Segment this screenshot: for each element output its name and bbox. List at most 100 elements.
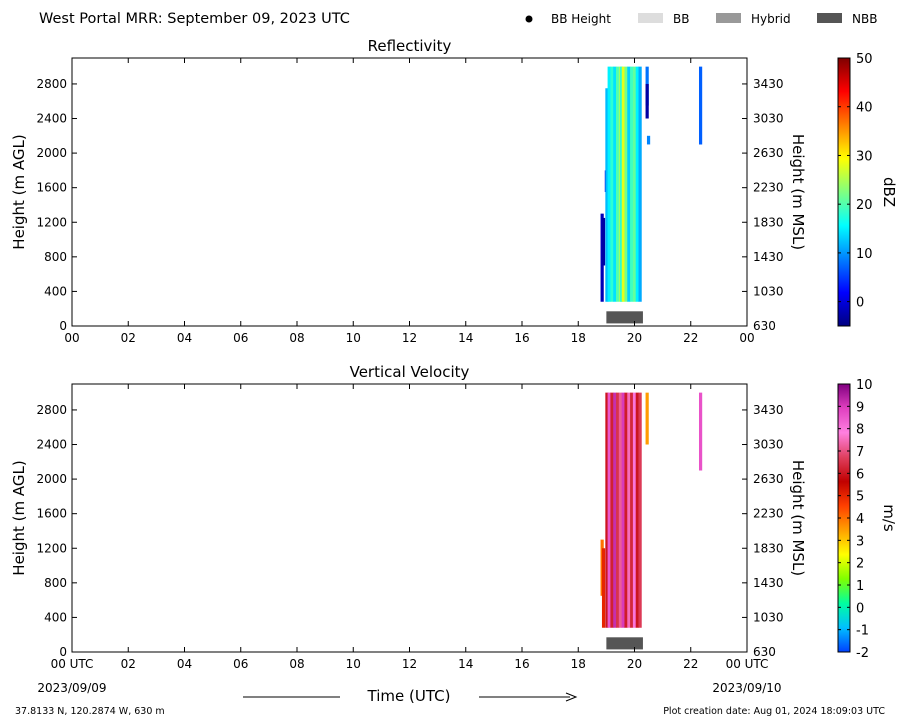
x-tick-label: 12 — [402, 657, 417, 671]
legend-swatch — [716, 13, 741, 23]
y-tick-label-right: 1830 — [753, 215, 784, 229]
y-tick-label-right: 630 — [753, 645, 776, 659]
x-tick-label: 10 — [346, 331, 361, 345]
creation-date-label: Plot creation date: Aug 01, 2024 18:09:0… — [663, 706, 885, 717]
colorbar-tick-label: 5 — [856, 490, 864, 505]
y-tick-label: 400 — [44, 610, 67, 624]
x-tick-label: 20 — [627, 331, 642, 345]
x-tick-label: 00 UTC — [726, 657, 769, 671]
colorbar-tick-label: 40 — [856, 101, 873, 116]
colorbar-tick-label: 4 — [856, 512, 864, 527]
x-tick-label: 08 — [289, 657, 304, 671]
y-axis-label-right: Height (m MSL) — [789, 460, 807, 576]
colorbar-tick-label: 8 — [856, 423, 864, 438]
y-tick-label-right: 3030 — [753, 438, 784, 452]
x-tick-label: 00 UTC — [51, 657, 94, 671]
x-tick-label: 16 — [514, 331, 529, 345]
y-tick-label-right: 1030 — [753, 284, 784, 298]
colorbar-tick-label: 0 — [856, 601, 864, 616]
precip-type-bar — [606, 311, 643, 324]
y-tick-label: 2000 — [36, 146, 67, 160]
x-tick-label: 00 — [64, 331, 79, 345]
x-tick-label: 00 — [739, 331, 754, 345]
colorbar-tick-label: 6 — [856, 467, 864, 482]
y-tick-label: 2400 — [36, 438, 67, 452]
y-tick-label-right: 2630 — [753, 146, 784, 160]
start-date-label: 2023/09/09 — [37, 681, 106, 695]
colorbar-tick-label: 2 — [856, 557, 864, 572]
legend-swatch — [817, 13, 842, 23]
x-axis-label: Time (UTC) — [367, 687, 451, 705]
y-axis-label: Height (m AGL) — [10, 134, 28, 249]
colorbar-tick-label: 20 — [856, 198, 873, 213]
colorbar-tick-label: 7 — [856, 445, 864, 460]
legend-marker-bb-height — [525, 15, 533, 23]
y-tick-label-right: 1030 — [753, 610, 784, 624]
colorbar-tick-label: 9 — [856, 400, 864, 415]
y-tick-label-right: 1830 — [753, 541, 784, 555]
end-date-label: 2023/09/10 — [712, 681, 781, 695]
x-tick-label: 04 — [177, 657, 192, 671]
y-tick-label: 1600 — [36, 181, 67, 195]
location-label: 37.8133 N, 120.2874 W, 630 m — [15, 706, 165, 717]
colorbar-label: dBZ — [880, 177, 898, 207]
time-arrow-head — [565, 692, 578, 702]
precip-type-bar — [606, 637, 643, 650]
x-tick-label: 12 — [402, 331, 417, 345]
x-tick-label: 06 — [233, 331, 248, 345]
y-tick-label: 400 — [44, 284, 67, 298]
x-tick-label: 06 — [233, 657, 248, 671]
legend-label: BB — [673, 12, 689, 26]
x-tick-label: 14 — [458, 331, 473, 345]
x-tick-label: 02 — [121, 331, 136, 345]
legend-label: Hybrid — [751, 12, 791, 26]
y-tick-label-right: 2630 — [753, 472, 784, 486]
y-axis-label-right: Height (m MSL) — [789, 134, 807, 250]
panel-title: Reflectivity — [368, 37, 452, 55]
y-tick-label: 1200 — [36, 541, 67, 555]
y-tick-label: 800 — [44, 250, 67, 264]
colorbar-label: m/s — [880, 504, 898, 532]
colorbar-tick-label: 50 — [856, 52, 873, 67]
x-tick-label: 10 — [346, 657, 361, 671]
y-tick-label-right: 3430 — [753, 77, 784, 91]
y-tick-label: 1600 — [36, 507, 67, 521]
legend-label: BB Height — [551, 12, 611, 26]
y-tick-label-right: 2230 — [753, 507, 784, 521]
y-tick-label: 1200 — [36, 215, 67, 229]
colorbar-tick-label: -1 — [856, 624, 869, 639]
panel-title: Vertical Velocity — [350, 363, 470, 381]
y-tick-label-right: 630 — [753, 319, 776, 333]
legend-swatch — [638, 13, 663, 23]
y-tick-label-right: 1430 — [753, 250, 784, 264]
colorbar-tick-label: 0 — [856, 296, 864, 311]
y-tick-label-right: 1430 — [753, 576, 784, 590]
y-tick-label: 2800 — [36, 77, 67, 91]
y-tick-label-right: 3030 — [753, 112, 784, 126]
x-tick-label: 16 — [514, 657, 529, 671]
precip-type-legend: BB Height BB Hybrid NBB — [525, 12, 877, 26]
y-tick-label-right: 3430 — [753, 403, 784, 417]
colorbar-tick-label: 1 — [856, 579, 864, 594]
x-tick-label: 02 — [121, 657, 136, 671]
x-tick-label: 08 — [289, 331, 304, 345]
y-axis-label: Height (m AGL) — [10, 460, 28, 575]
x-tick-label: 22 — [683, 657, 698, 671]
colorbar-tick-label: 10 — [856, 378, 873, 393]
colorbar-tick-label: 10 — [856, 247, 873, 262]
y-tick-label: 0 — [59, 645, 67, 659]
y-tick-label: 2000 — [36, 472, 67, 486]
x-tick-label: 14 — [458, 657, 473, 671]
colorbar-tick-label: 3 — [856, 534, 864, 549]
x-tick-label: 04 — [177, 331, 192, 345]
y-tick-label: 2800 — [36, 403, 67, 417]
legend-label: NBB — [852, 12, 877, 26]
x-tick-label: 18 — [571, 331, 586, 345]
colorbar — [837, 57, 851, 327]
colorbar-tick-label: 30 — [856, 149, 873, 164]
colorbar-tick-label: -2 — [856, 646, 869, 661]
y-tick-label: 800 — [44, 576, 67, 590]
